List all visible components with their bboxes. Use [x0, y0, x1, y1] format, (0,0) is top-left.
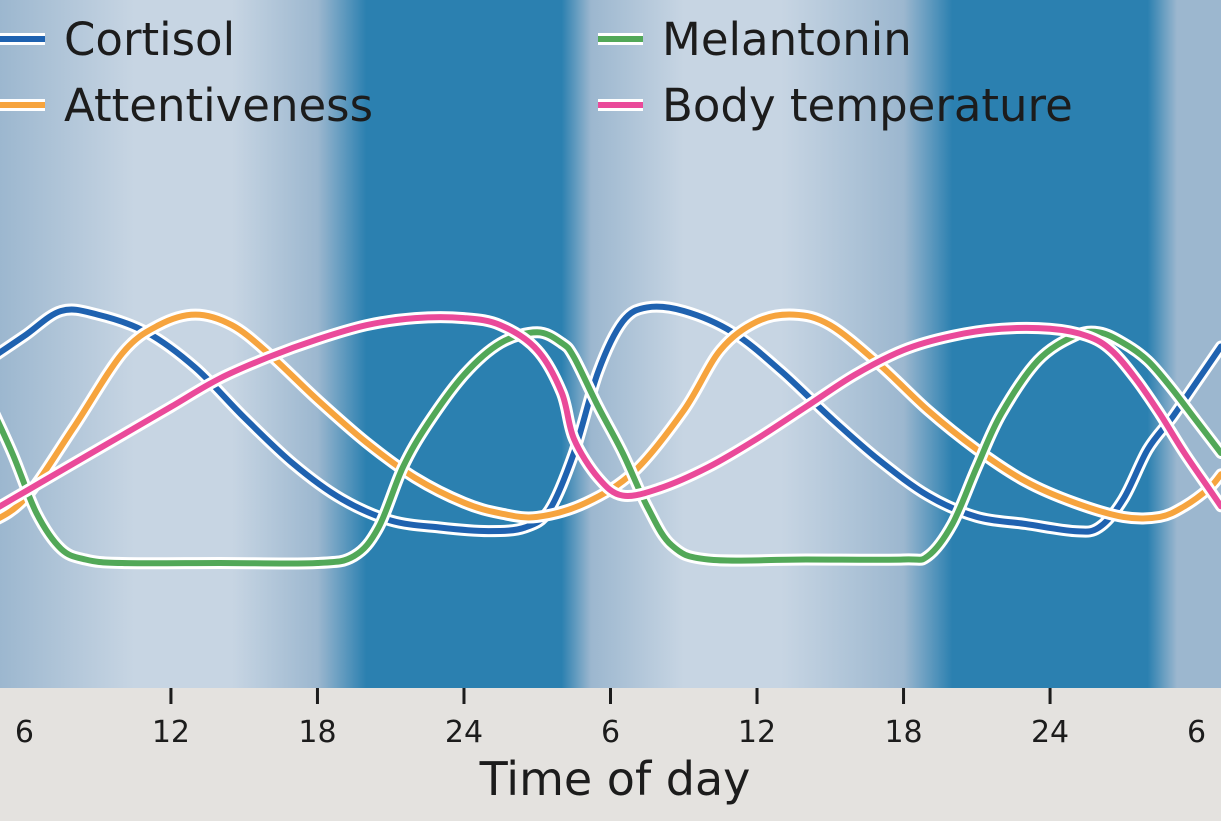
x-tick-label: 24 [445, 715, 483, 750]
x-axis-label: Time of day [479, 752, 751, 806]
legend-label: Attentiveness [64, 79, 373, 132]
legend-label: Body temperature [662, 79, 1073, 132]
x-tick-label: 6 [601, 715, 620, 750]
x-axis: 6 12 18 24 6 12 18 24 6 [15, 688, 1206, 750]
legend-item-cortisol: Cortisol [0, 13, 235, 66]
legend-item-body-temperature: Body temperature [598, 79, 1073, 132]
x-tick-label: 24 [1031, 715, 1069, 750]
x-tick-label: 12 [738, 715, 776, 750]
series-body-temperature [0, 311, 1221, 514]
legend-item-attentiveness: Attentiveness [0, 79, 373, 132]
legend-label: Melantonin [662, 13, 912, 66]
legend: Cortisol Melantonin Attentiveness Body temp… [0, 13, 1073, 132]
x-tick-label: 6 [15, 715, 34, 750]
x-tick-label: 18 [298, 715, 336, 750]
legend-item-melantonin: Melantonin [598, 13, 912, 66]
x-tick-label: 6 [1187, 715, 1206, 750]
x-axis-band [0, 688, 1221, 821]
x-tick-label: 12 [152, 715, 190, 750]
legend-label: Cortisol [64, 13, 235, 66]
series-layer [0, 300, 1221, 570]
series-line-body-temperature [0, 314, 1221, 510]
x-tick-label: 18 [884, 715, 922, 750]
